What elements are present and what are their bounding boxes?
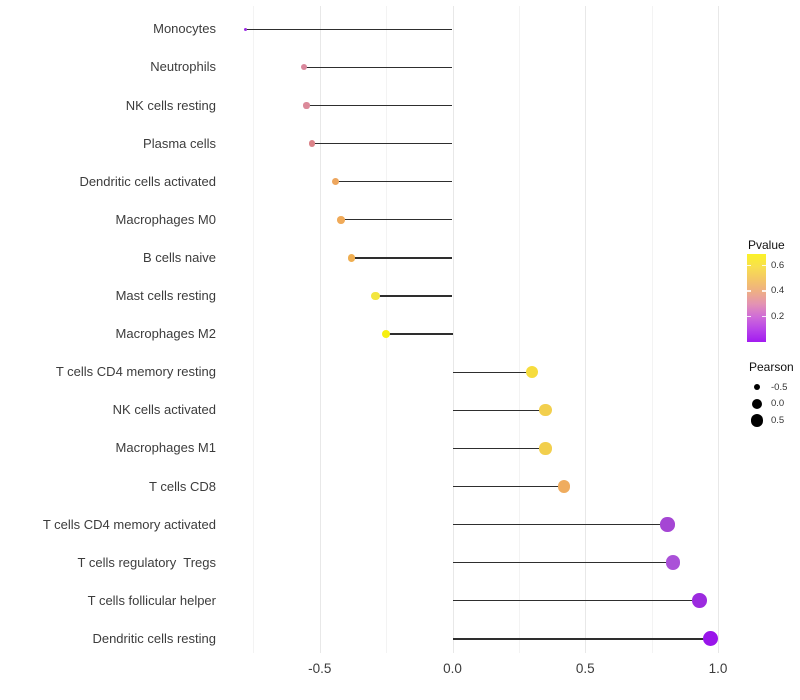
- colorbar-tick-label: 0.6: [771, 259, 785, 271]
- row-label: Monocytes: [153, 21, 216, 37]
- x-tick-label: 0.5: [575, 661, 595, 676]
- row-label: NK cells resting: [125, 97, 216, 113]
- lollipop-dot: [557, 480, 571, 493]
- row-label: Macrophages M1: [115, 440, 216, 456]
- lollipop-stem: [452, 447, 546, 450]
- lollipop-stem: [452, 409, 546, 411]
- x-tick-label: 1.0: [708, 661, 728, 676]
- lollipop-stem: [340, 219, 453, 221]
- legend-size-label: -0.5: [771, 381, 788, 393]
- lollipop-stem: [452, 371, 533, 373]
- lollipop-stem: [306, 104, 453, 107]
- row-label: Neutrophils: [150, 59, 216, 75]
- legend-size-dot: [750, 414, 764, 428]
- legend-size-dot: [751, 398, 763, 409]
- gridline-major: [319, 6, 321, 653]
- lollipop-dot: [539, 404, 552, 417]
- lollipop-dot: [526, 366, 539, 379]
- lollipop-dot: [332, 178, 340, 186]
- colorbar-tick-label: 0.4: [771, 285, 785, 297]
- lollipop-dot: [660, 517, 675, 532]
- lollipop-stem: [335, 181, 453, 183]
- row-label: Dendritic cells activated: [79, 173, 216, 189]
- row-label: T cells follicular helper: [87, 592, 216, 608]
- row-label: T cells CD4 memory activated: [42, 516, 216, 532]
- lollipop-dot: [371, 291, 380, 301]
- colorbar-tick-mark: [762, 264, 766, 267]
- lollipop-dot: [347, 254, 356, 262]
- x-tick-label: -0.5: [308, 661, 332, 676]
- lollipop-stem: [303, 66, 453, 69]
- legend-size-label: 0.5: [771, 415, 785, 427]
- lollipop-stem: [311, 142, 453, 145]
- colorbar-tick-mark: [747, 315, 751, 318]
- gridline-major: [718, 6, 719, 653]
- lollipop-stem: [452, 485, 564, 488]
- lollipop-stem: [375, 295, 453, 297]
- pvalue-legend-title: Pvalue: [748, 238, 785, 252]
- lollipop-stem: [452, 562, 673, 564]
- gridline-minor: [253, 6, 255, 653]
- lollipop-dot: [702, 631, 718, 647]
- lollipop-stem: [452, 523, 668, 526]
- lollipop-dot: [303, 102, 310, 109]
- lollipop-dot: [665, 555, 681, 570]
- row-label: Macrophages M0: [115, 211, 216, 227]
- row-label: B cells naive: [143, 249, 216, 265]
- row-label: Dendritic cells resting: [92, 630, 216, 646]
- x-tick-label: 0.0: [443, 661, 462, 676]
- gridline-minor: [386, 6, 388, 653]
- pearson-legend-title: Pearson: [749, 360, 794, 374]
- row-label: T cells regulatory Tregs: [77, 554, 216, 570]
- lollipop-dot: [300, 64, 307, 71]
- lollipop-stem: [245, 28, 453, 30]
- row-label: Mast cells resting: [115, 288, 216, 303]
- gridline-minor: [651, 6, 653, 653]
- gridline-minor: [518, 6, 520, 653]
- lollipop-dot: [243, 27, 248, 31]
- lollipop-dot: [381, 329, 391, 339]
- row-label: T cells CD8: [149, 478, 216, 494]
- colorbar-tick-mark: [762, 290, 766, 292]
- row-label: NK cells activated: [112, 402, 216, 418]
- lollipop-stem: [452, 600, 700, 602]
- lollipop-dot: [308, 140, 316, 147]
- colorbar-tick-mark: [747, 264, 751, 267]
- lollipop-stem: [351, 257, 453, 259]
- colorbar-tick-mark: [747, 290, 751, 292]
- gridline-major: [452, 6, 454, 653]
- row-label: Macrophages M2: [115, 326, 216, 342]
- gridline-major: [585, 6, 587, 653]
- pvalue-colorbar: [747, 254, 766, 342]
- lollipop-dot: [337, 216, 345, 224]
- lollipop-dot: [691, 593, 707, 609]
- lollipop-dot: [539, 442, 552, 455]
- legend-size-dot: [753, 383, 761, 391]
- legend-size-label: 0.0: [771, 398, 785, 410]
- row-label: Plasma cells: [143, 135, 216, 151]
- lollipop-stem: [452, 638, 711, 640]
- colorbar-tick-label: 0.2: [771, 310, 785, 322]
- lollipop-stem: [386, 333, 453, 335]
- row-label: T cells CD4 memory resting: [55, 364, 216, 380]
- colorbar-tick-mark: [762, 315, 766, 318]
